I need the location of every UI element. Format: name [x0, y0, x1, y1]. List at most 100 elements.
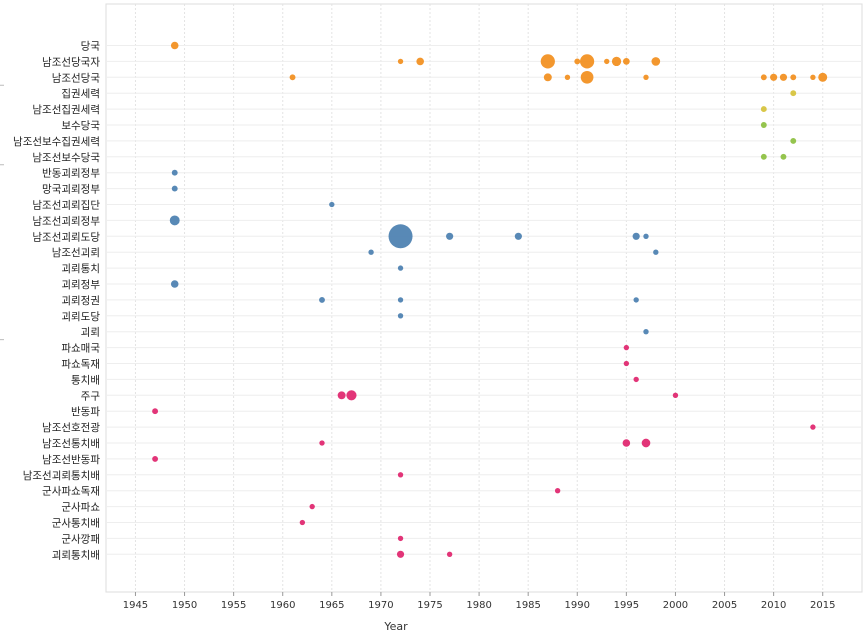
x-tick-label: 2015	[810, 600, 835, 611]
row-label: 군사깡패	[61, 533, 100, 545]
x-tick-label: 1945	[123, 600, 148, 611]
data-point	[170, 41, 179, 50]
data-point	[790, 74, 797, 81]
data-point	[514, 232, 522, 240]
data-point	[574, 58, 581, 65]
data-point	[780, 153, 787, 160]
data-point	[810, 424, 816, 430]
data-point	[289, 74, 296, 81]
row-label: 망국괴뢰정부	[42, 184, 100, 196]
data-point	[397, 313, 404, 319]
row-label: 파쇼매국	[61, 343, 100, 355]
row-label: 군사파쇼	[61, 502, 100, 514]
x-tick-label: 1975	[417, 600, 442, 611]
data-point	[790, 137, 797, 144]
row-label: 괴뢰정권	[61, 295, 100, 307]
row-label: 반동파	[71, 406, 100, 418]
plot-frame	[105, 3, 863, 593]
x-tick-label: 1960	[270, 600, 295, 611]
row-label: 남조선당국자	[42, 56, 100, 68]
data-point	[632, 232, 640, 240]
x-tick-label: 2005	[712, 600, 737, 611]
row-label: 파쇼독재	[61, 359, 100, 371]
x-tick-label: 2010	[761, 600, 786, 611]
data-point	[643, 329, 649, 335]
row-label: 남조선보수집권세력	[13, 136, 100, 148]
data-point	[643, 74, 649, 80]
data-point	[651, 57, 661, 66]
row-label: 괴뢰도당	[61, 311, 100, 323]
data-point	[368, 249, 374, 255]
x-axis-title: Year	[383, 620, 408, 633]
data-point	[299, 519, 306, 526]
x-tick-label: 1985	[515, 600, 540, 611]
data-point	[604, 58, 610, 65]
row-label: 괴뢰	[81, 327, 100, 339]
data-point	[152, 455, 159, 462]
x-tick-label: 1950	[172, 600, 197, 611]
row-label: 반동괴뢰정부	[42, 168, 100, 180]
data-point	[611, 56, 622, 67]
data-point	[416, 57, 424, 66]
x-tick-label: 1980	[466, 600, 491, 611]
row-label: 주구	[81, 390, 101, 402]
data-point	[770, 73, 778, 81]
row-label: 남조선괴뢰통치배	[23, 470, 100, 482]
data-point	[171, 185, 178, 192]
data-point	[653, 249, 659, 255]
data-point	[388, 224, 413, 249]
data-point	[319, 296, 325, 303]
row-label: 괴뢰통치배	[52, 549, 100, 561]
row-label: 남조선괴뢰집단	[32, 200, 100, 212]
data-point	[623, 344, 630, 351]
row-label: 군사통치배	[52, 518, 100, 530]
data-point	[169, 215, 180, 226]
data-point	[564, 74, 571, 80]
data-point	[760, 122, 767, 128]
data-point	[633, 297, 639, 303]
data-point	[397, 472, 404, 478]
data-point	[643, 233, 649, 239]
data-point	[810, 74, 816, 80]
data-point	[346, 390, 357, 401]
x-tick-label: 1970	[368, 600, 393, 611]
data-point	[672, 392, 679, 398]
data-point	[152, 408, 159, 415]
row-label: 군사파쇼독재	[42, 486, 100, 498]
data-point	[580, 70, 594, 84]
row-label: 괴뢰정부	[61, 279, 100, 291]
row-label: 당국	[81, 41, 101, 53]
row-label: 남조선호전광	[42, 422, 100, 434]
data-point	[329, 201, 335, 208]
data-point	[397, 58, 404, 65]
x-tick-label: 1995	[614, 600, 639, 611]
data-point	[397, 265, 404, 271]
data-point	[446, 551, 453, 557]
row-label: 남조선집권세력	[32, 104, 100, 116]
data-point	[623, 360, 630, 367]
data-point	[397, 535, 404, 542]
x-tick-label: 1990	[565, 600, 590, 611]
data-point	[760, 74, 767, 81]
x-tick-label: 1955	[221, 600, 246, 611]
data-points	[152, 41, 828, 558]
x-tick-label: 1965	[319, 600, 344, 611]
data-point	[818, 72, 828, 82]
row-label: 통치배	[71, 374, 100, 386]
grid	[105, 3, 863, 593]
data-point	[641, 438, 651, 448]
row-labels: 당국남조선당국자남조선당국집권세력남조선집권세력보수당국남조선보수집권세력남조선…	[0, 41, 101, 561]
x-axis-ticks: 1945 1950 1955 1960 1965 1970 1975 1980 1985 1990…	[123, 592, 835, 611]
data-point	[779, 73, 788, 81]
data-point	[622, 439, 631, 447]
data-point	[170, 280, 179, 288]
data-point	[790, 90, 797, 97]
row-label: 남조선통치배	[42, 438, 100, 450]
row-label: 남조선보수당국	[32, 152, 100, 164]
data-point	[760, 153, 767, 160]
data-point	[633, 376, 639, 383]
row-label: 남조선괴뢰	[52, 247, 100, 259]
row-label: 보수당국	[61, 120, 100, 132]
data-point	[396, 550, 405, 558]
